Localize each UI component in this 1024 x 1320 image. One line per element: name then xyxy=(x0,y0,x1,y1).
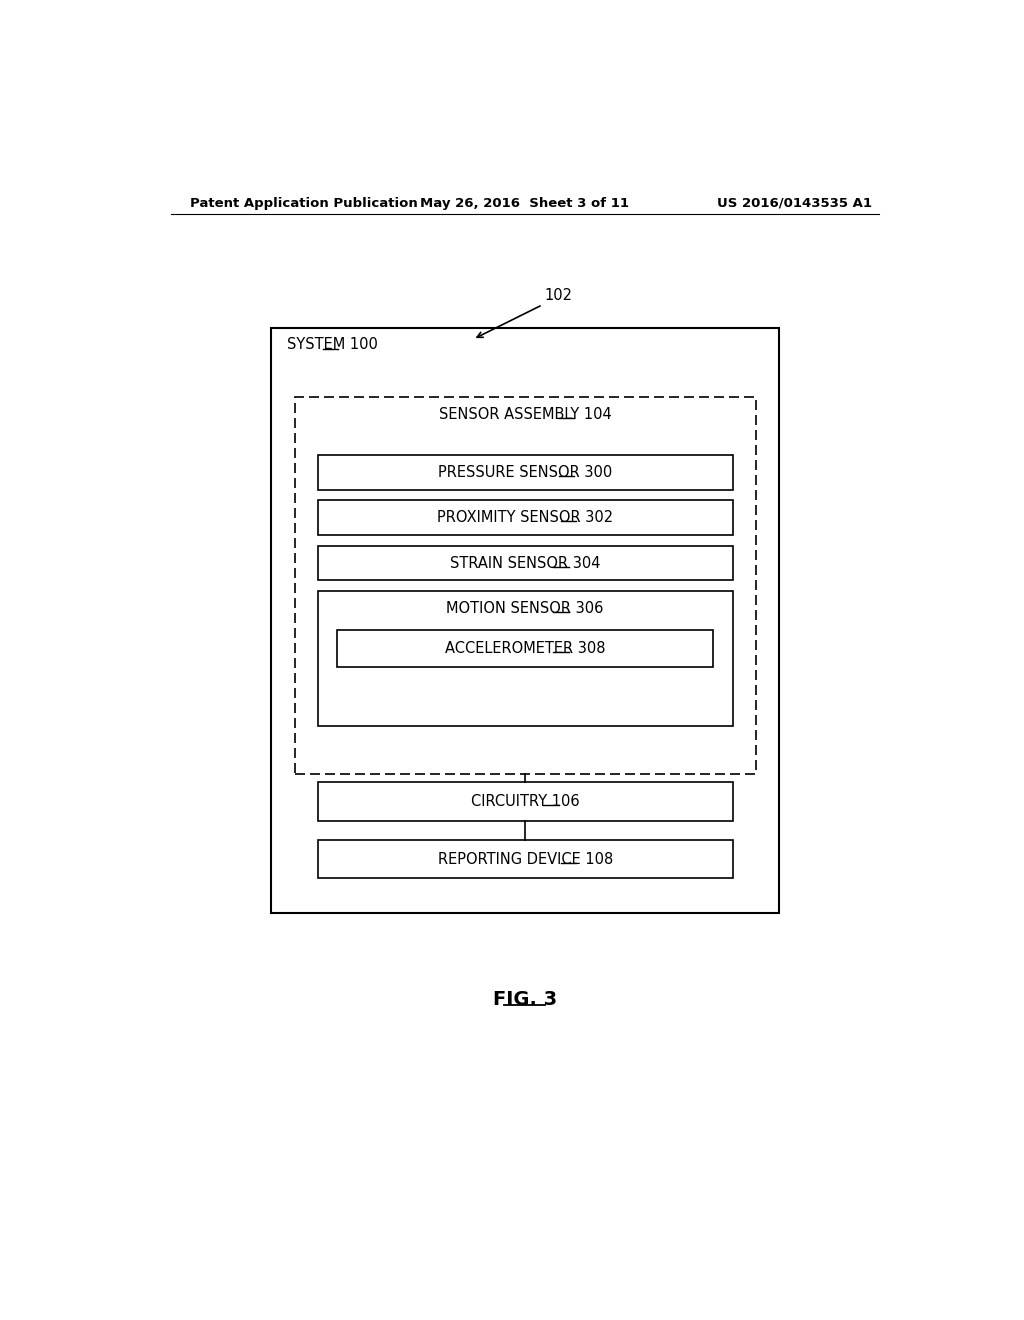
Text: PRESSURE SENSOR 300: PRESSURE SENSOR 300 xyxy=(438,465,612,479)
Bar xyxy=(317,781,732,821)
Text: STRAIN SENSOR 304: STRAIN SENSOR 304 xyxy=(450,556,600,570)
Text: SYSTEM 100: SYSTEM 100 xyxy=(287,337,378,352)
Text: MOTION SENSOR 306: MOTION SENSOR 306 xyxy=(446,601,604,615)
Bar xyxy=(295,397,756,775)
Bar xyxy=(317,500,732,535)
Text: US 2016/0143535 A1: US 2016/0143535 A1 xyxy=(717,197,872,210)
Text: May 26, 2016  Sheet 3 of 11: May 26, 2016 Sheet 3 of 11 xyxy=(420,197,630,210)
Text: FIG. 3: FIG. 3 xyxy=(493,990,557,1008)
Text: PROXIMITY SENSOR 302: PROXIMITY SENSOR 302 xyxy=(437,510,613,525)
Text: REPORTING DEVICE 108: REPORTING DEVICE 108 xyxy=(437,851,612,867)
Text: ACCELEROMETER 308: ACCELEROMETER 308 xyxy=(445,640,605,656)
Text: Patent Application Publication: Patent Application Publication xyxy=(190,197,418,210)
Text: CIRCUITRY 106: CIRCUITRY 106 xyxy=(471,793,580,809)
Bar xyxy=(317,455,732,490)
Bar xyxy=(337,630,713,667)
Bar xyxy=(317,591,732,726)
Text: SENSOR ASSEMBLY 104: SENSOR ASSEMBLY 104 xyxy=(439,407,611,421)
Bar xyxy=(317,840,732,878)
Text: 102: 102 xyxy=(544,288,572,304)
Bar xyxy=(271,327,779,913)
Bar xyxy=(317,545,732,581)
